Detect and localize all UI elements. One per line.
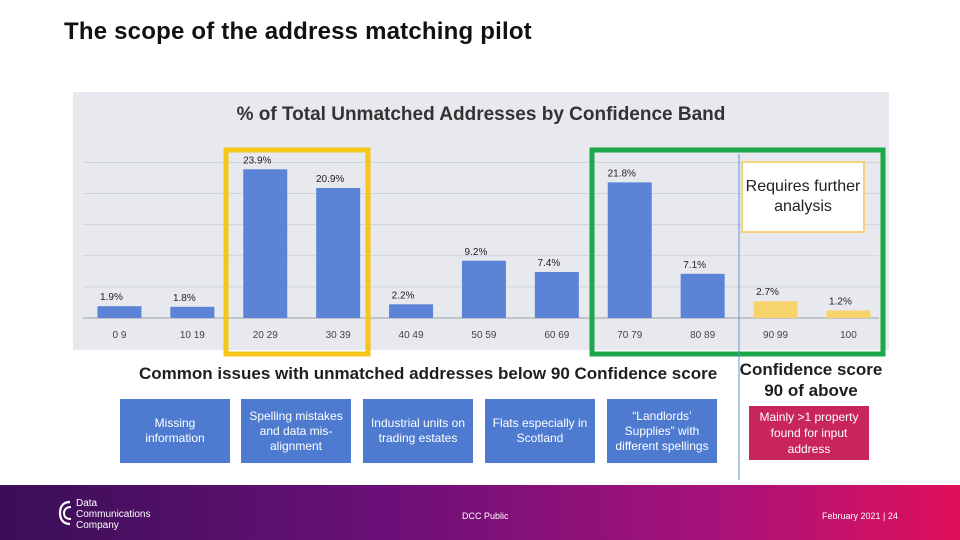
- requires-analysis-note: Requires further analysis: [741, 161, 865, 233]
- x-tick-label: 90 99: [763, 330, 788, 341]
- bar-value-label: 9.2%: [465, 247, 488, 258]
- date-page-label: February 2021 | 24: [822, 511, 898, 521]
- issues-title: Common issues with unmatched addresses b…: [139, 364, 718, 383]
- issue-landlords-supplies: “Landlords’ Supplies” with different spe…: [607, 399, 717, 463]
- x-tick-label: 10 19: [180, 330, 205, 341]
- x-tick-label: 30 39: [326, 330, 351, 341]
- bar-value-label: 2.7%: [756, 287, 779, 298]
- bar-value-label: 21.8%: [608, 168, 636, 179]
- bar-90-99: [753, 301, 798, 318]
- bar-value-label: 1.9%: [100, 292, 123, 303]
- x-tick-label: 100: [840, 330, 857, 341]
- classification-label: DCC Public: [462, 511, 509, 521]
- x-tick-label: 50 59: [471, 330, 496, 341]
- x-tick-label: 0 9: [112, 330, 126, 341]
- bar-60-69: [534, 271, 579, 318]
- bar-100: [826, 310, 871, 318]
- x-tick-label: 70 79: [617, 330, 642, 341]
- bar-value-label: 1.2%: [829, 297, 852, 308]
- bar-value-label: 7.1%: [683, 260, 706, 271]
- bar-10-19: [170, 306, 215, 318]
- issue-missing-info: Missing information: [120, 399, 230, 463]
- bar-value-label: 7.4%: [537, 258, 560, 269]
- footer-bar: [0, 485, 960, 540]
- bar-value-label: 23.9%: [243, 155, 271, 166]
- bar-value-label: 20.9%: [316, 174, 344, 185]
- mainly-multi-property-note: Mainly >1 property found for input addre…: [749, 406, 869, 460]
- x-tick-label: 80 89: [690, 330, 715, 341]
- x-tick-label: 60 69: [544, 330, 569, 341]
- bar-70-79: [607, 182, 652, 318]
- chart-title: % of Total Unmatched Addresses by Confid…: [237, 104, 726, 125]
- x-tick-label: 40 49: [399, 330, 424, 341]
- bar-value-label: 1.8%: [173, 293, 196, 304]
- company-logo-text: Data Communications Company: [76, 498, 151, 531]
- highlight-yellow-box: [223, 147, 371, 357]
- issue-industrial-units: Industrial units on trading estates: [363, 399, 473, 463]
- issue-spelling: Spelling mistakes and data mis-alignment: [241, 399, 351, 463]
- bar-20-29: [243, 169, 288, 318]
- bar-40-49: [389, 304, 434, 318]
- bar-50-59: [461, 260, 506, 318]
- bar-80-89: [680, 273, 725, 318]
- slide-title: The scope of the address matching pilot: [64, 18, 532, 45]
- x-tick-label: 20 29: [253, 330, 278, 341]
- bar-value-label: 2.2%: [392, 290, 415, 301]
- bar-0-9: [97, 306, 142, 318]
- dcc-logo-icon: [58, 500, 72, 526]
- highlight-green-box: [589, 147, 886, 357]
- confidence-title: Confidence score 90 of above: [739, 360, 883, 400]
- bar-30-39: [316, 187, 361, 318]
- issue-flats-scotland: Flats especially in Scotland: [485, 399, 595, 463]
